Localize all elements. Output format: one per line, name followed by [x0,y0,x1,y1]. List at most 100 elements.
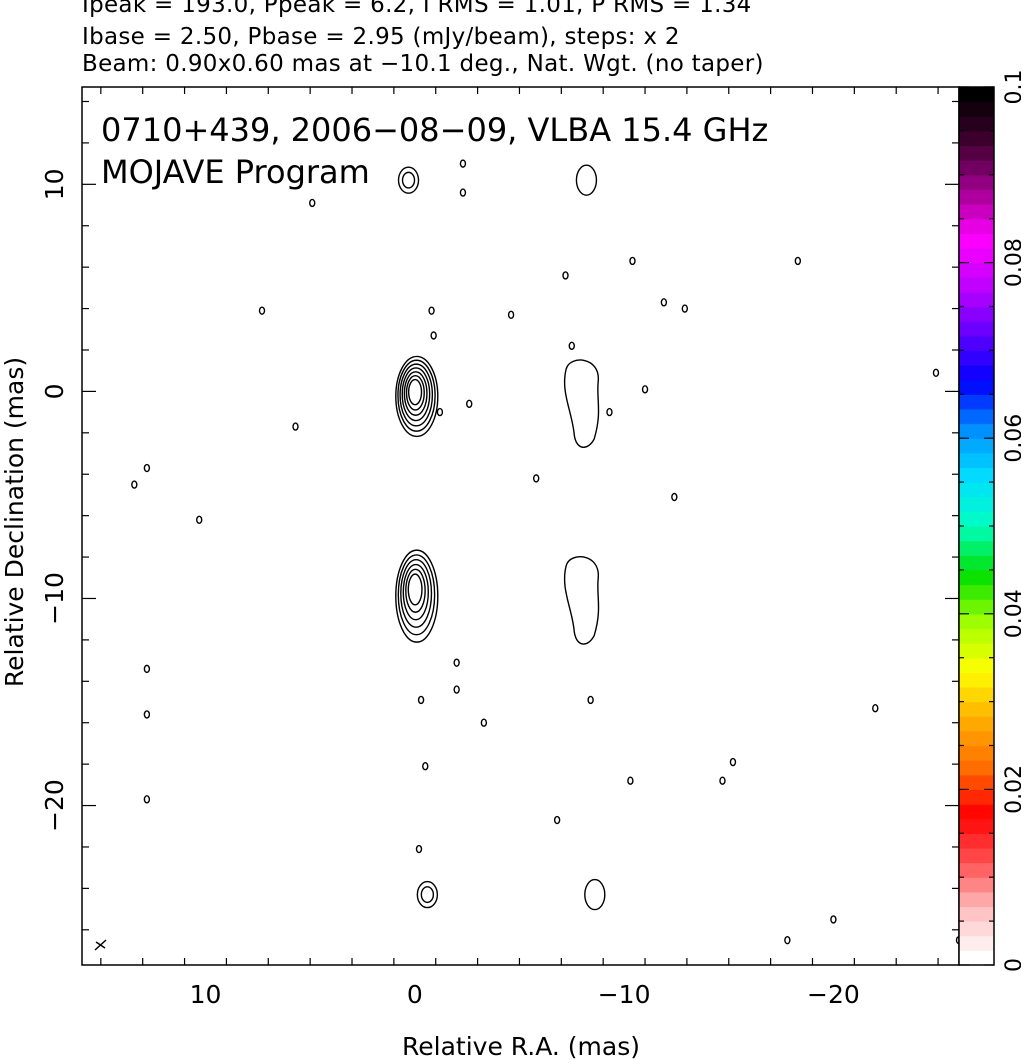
colorbar-swatch [959,291,994,308]
i-contour [401,367,431,422]
noise-contour [681,304,689,313]
colorbar-swatch [959,496,994,512]
header-stats-line: Ipeak = 193.0, Ppeak = 6.2, I RMS = 1.01… [82,0,752,18]
noise-contour [258,306,266,315]
i-contour [397,359,436,432]
colorbar-swatch [959,218,994,234]
noise-contour [641,385,649,394]
y-tick-label: 10 [40,168,69,200]
colorbar-swatch [959,584,994,600]
i-contour [397,554,436,636]
colorbar-swatch [959,423,994,439]
header-base-line: Ibase = 2.50, Pbase = 2.95 (mJy/beam), s… [82,24,680,50]
i-contour [407,378,423,406]
noise-contour [627,776,634,785]
colorbar [959,86,994,966]
colorbar-swatch [959,321,994,337]
noise-contour [453,658,460,667]
i-contour [405,568,426,613]
noise-contour [143,664,151,674]
colorbar-tick-label: 0.02 [1002,765,1021,814]
noise-contour [671,492,678,502]
y-tick-label: −10 [40,572,69,625]
noise-contour [532,474,540,483]
colorbar-tick-label: 0.08 [1002,238,1021,287]
y-tick-label: −20 [40,779,69,832]
plot-title: 0710+439, 2006−08−09, VLBA 15.4 GHz [101,111,768,149]
colorbar-swatch [959,701,994,717]
i-contour [395,549,439,643]
noise-contour [196,515,203,524]
colorbar-swatch [959,935,994,951]
i-contour [416,880,439,909]
noise-contour [794,256,802,266]
colorbar-swatch [959,833,994,849]
colorbar-swatch [959,921,994,937]
i-contour [405,374,425,411]
noise-contour [143,795,151,804]
colorbar-swatch [959,204,994,220]
noise-contour [568,341,575,351]
noise-contour [436,407,444,417]
noise-contour [309,198,316,208]
colorbar-swatch [959,745,994,761]
colorbar-swatch [959,847,994,864]
plot-subtitle: MOJAVE Program [101,153,370,191]
colorbar-swatch [959,306,994,322]
colorbar-frame [958,86,995,966]
colorbar-swatch [959,862,994,878]
noise-contour [955,935,959,945]
noise-contour [562,271,569,280]
noise-contour [587,695,594,705]
noise-contour [459,159,467,168]
x-axis-label: Relative R.A. (mas) [402,1032,640,1060]
colorbar-swatch [959,452,994,469]
noise-contour [729,757,737,767]
colorbar-swatch [959,408,994,425]
colorbar-swatch [959,438,994,454]
colorbar-swatch [959,335,994,351]
i-contour [407,573,423,606]
colorbar-tick-labels: 0 0.02 0.04 0.06 0.08 0.1 [1002,70,1021,973]
noise-contour [428,306,435,315]
i-contour [420,886,435,904]
colorbar-swatch [959,774,994,790]
colorbar-swatch [959,394,994,410]
noise-contour [606,407,613,417]
colorbar-swatch [959,174,994,191]
colorbar-tick-label: 0.06 [1002,414,1021,463]
axis-ticks [82,87,959,965]
noise-contour [430,331,437,340]
colorbar-swatch [959,569,994,586]
x-tick-labels: 10 0 −10 −20 [190,980,860,1009]
noise-contour [292,422,299,431]
colorbar-swatch [959,672,994,688]
noise-contour [553,815,561,825]
noise-contour [453,685,460,694]
header-beam-line: Beam: 0.90x0.60 mas at −10.1 deg., Nat. … [82,51,764,77]
colorbar-swatch [959,379,994,395]
colorbar-swatch [959,730,994,747]
colorbar-swatch [959,804,994,820]
colorbar-tick-label: 0.04 [1002,589,1021,638]
noise-contour [932,368,940,377]
colorbar-swatch [959,160,994,176]
colorbar-swatch [959,891,994,908]
colorbar-swatch [959,657,994,673]
p-contour [584,878,606,911]
colorbar-swatch [959,613,994,630]
i-contour [400,559,433,628]
noise-contour [480,718,488,727]
plot-frame [81,86,960,966]
colorbar-swatch [959,101,994,117]
colorbar-swatch [959,906,994,922]
x-tick-label: −20 [807,980,860,1009]
noise-contour [143,463,151,473]
x-tick-label: 10 [190,980,222,1009]
contour-layer [131,159,959,945]
i-contour [395,355,439,438]
i-contour [403,371,428,416]
beam-cross-icon [94,939,107,951]
colorbar-swatch [959,262,994,278]
